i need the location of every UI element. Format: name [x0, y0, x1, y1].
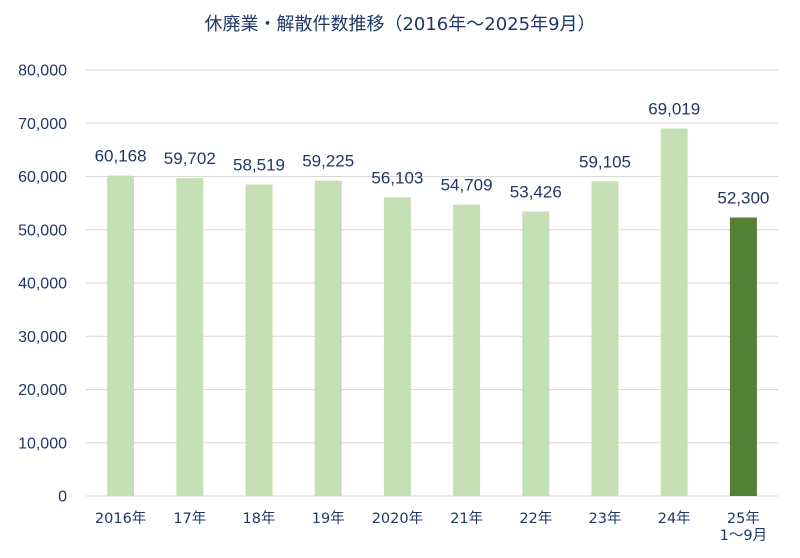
- x-category-label: 23年: [589, 510, 622, 527]
- bar: [107, 175, 135, 496]
- data-label: 53,426: [510, 183, 562, 202]
- x-category-label: 1～9月: [720, 528, 767, 544]
- data-label: 69,019: [648, 99, 700, 118]
- data-label: 54,709: [441, 176, 493, 195]
- y-tick-label: 0: [58, 489, 67, 506]
- x-category-label: 19年: [312, 510, 345, 527]
- y-axis-ticks: 0 10,000 20,000 30,000 40,000 50,000 60,000 70,…: [18, 63, 67, 506]
- bar: [522, 211, 550, 497]
- data-label: 56,103: [371, 168, 423, 187]
- data-label: 59,225: [302, 152, 354, 171]
- bar: [176, 178, 204, 496]
- x-category-label: 2020年: [372, 510, 423, 527]
- x-category-label: 25年: [727, 510, 760, 527]
- y-tick-label: 70,000: [18, 116, 67, 133]
- bar: [383, 197, 411, 496]
- x-category-label: 2016年: [95, 510, 146, 527]
- data-label: 58,519: [233, 155, 285, 174]
- y-tick-label: 10,000: [18, 435, 67, 452]
- x-category-label: 17年: [173, 510, 206, 527]
- data-label: 59,702: [164, 149, 216, 168]
- bar: [453, 204, 481, 497]
- bar: [314, 180, 342, 496]
- bar: [729, 217, 757, 496]
- y-tick-label: 50,000: [18, 222, 67, 239]
- y-tick-label: 60,000: [18, 169, 67, 186]
- data-labels: 60,168 59,702 58,519 59,225 56,103 54,709 53,4…: [95, 99, 770, 207]
- bar: [591, 181, 619, 496]
- y-tick-label: 80,000: [18, 63, 67, 80]
- y-tick-label: 20,000: [18, 382, 67, 399]
- bars: [107, 128, 757, 497]
- bar: [660, 128, 688, 497]
- data-label: 59,105: [579, 152, 631, 171]
- bar: [245, 184, 273, 496]
- data-label: 60,168: [95, 147, 147, 166]
- y-tick-label: 40,000: [18, 276, 67, 293]
- x-category-label: 18年: [243, 510, 276, 527]
- y-tick-label: 30,000: [18, 329, 67, 346]
- data-label: 52,300: [717, 189, 769, 208]
- x-category-label: 24年: [658, 510, 691, 527]
- x-category-label: 21年: [450, 510, 483, 527]
- chart-title: 休廃業・解散件数推移（2016年～2025年9月）: [204, 14, 596, 35]
- x-category-label: 22年: [519, 510, 552, 527]
